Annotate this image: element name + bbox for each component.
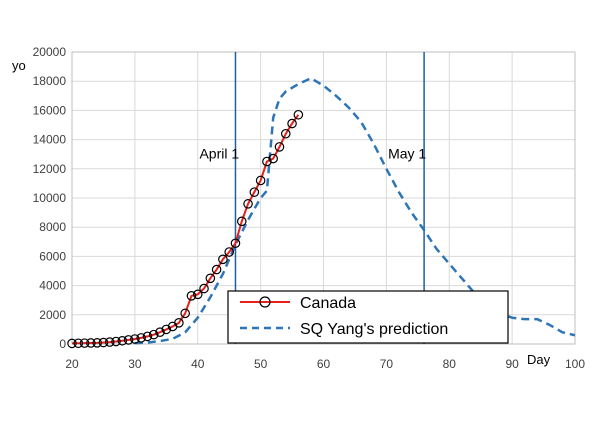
data-point-canada — [92, 338, 102, 348]
x-axis-label: Day — [527, 352, 551, 367]
series-line-canada — [71, 114, 300, 345]
legend-label-canada: Canada — [300, 295, 356, 312]
data-point-canada — [186, 291, 197, 301]
y-tick-label: 2000 — [39, 308, 66, 322]
data-point-canada — [98, 337, 109, 348]
vline-label: April 1 — [199, 146, 239, 162]
plot-border — [71, 51, 576, 345]
data-point-canada — [205, 273, 216, 284]
data-point-canada — [293, 109, 304, 120]
y-tick-label: 18000 — [33, 74, 67, 88]
data-point-canada — [104, 337, 115, 347]
legend-marker-canada — [259, 296, 271, 308]
legend-box — [227, 290, 509, 344]
data-point-canada — [117, 335, 128, 346]
data-point-canada — [218, 254, 228, 265]
legend: Canada SQ Yang's prediction — [227, 290, 509, 344]
x-tick-label: 60 — [317, 357, 331, 371]
x-axis-ticks: 20 30 40 50 60 70 80 90 100 — [65, 357, 585, 371]
y-tick-label: 6000 — [39, 249, 66, 263]
x-tick-label: 40 — [191, 357, 205, 371]
x-tick-label: 20 — [65, 357, 79, 371]
x-tick-label: 30 — [128, 357, 142, 371]
data-point-canada — [268, 153, 278, 164]
data-point-canada — [230, 238, 241, 249]
data-point-canada — [255, 175, 266, 186]
data-point-canada — [262, 156, 272, 167]
y-tick-label: 14000 — [33, 133, 67, 147]
data-point-canada — [199, 283, 209, 294]
y-tick-label: 8000 — [39, 220, 66, 234]
data-point-canada — [180, 308, 190, 319]
data-point-canada — [123, 335, 134, 345]
data-point-canada — [236, 216, 247, 227]
x-tick-label: 50 — [254, 357, 268, 371]
x-tick-label: 80 — [443, 357, 457, 371]
data-point-canada — [192, 289, 203, 300]
data-point-canada — [287, 118, 297, 129]
data-point-canada — [111, 336, 121, 347]
data-point-canada — [79, 338, 90, 348]
vline-label: May 1 — [388, 146, 426, 162]
data-point-canada — [155, 327, 165, 337]
data-point-canada — [224, 247, 234, 257]
y-tick-label: 0 — [59, 337, 66, 351]
data-point-canada — [174, 318, 184, 328]
y-axis-ticks: 0 2000 4000 6000 8000 10000 12000 14000 16000 180… — [33, 45, 67, 351]
data-point-canada — [243, 199, 253, 209]
y-tick-label: 20000 — [33, 45, 67, 59]
y-tick-label: 16000 — [33, 103, 67, 117]
data-point-canada — [130, 334, 140, 344]
data-point-canada — [280, 128, 291, 139]
y-tick-label: 10000 — [33, 191, 67, 205]
data-point-canada — [86, 338, 96, 348]
legend-label-prediction: SQ Yang's prediction — [300, 321, 448, 338]
data-point-canada — [161, 324, 172, 335]
data-point-canada — [249, 187, 260, 197]
y-axis-label: yo — [12, 58, 26, 73]
x-tick-label: 90 — [505, 357, 519, 371]
y-tick-label: 4000 — [39, 279, 66, 293]
y-tick-label: 12000 — [33, 162, 67, 176]
data-point-canada — [142, 331, 153, 342]
data-point-canada — [274, 142, 285, 152]
x-tick-label: 100 — [565, 357, 585, 371]
data-point-canada — [211, 264, 222, 275]
x-tick-label: 70 — [380, 357, 394, 371]
data-point-canada — [136, 333, 146, 343]
data-point-canada — [67, 338, 77, 349]
data-point-canada — [148, 329, 159, 340]
data-point-canada — [73, 338, 84, 349]
